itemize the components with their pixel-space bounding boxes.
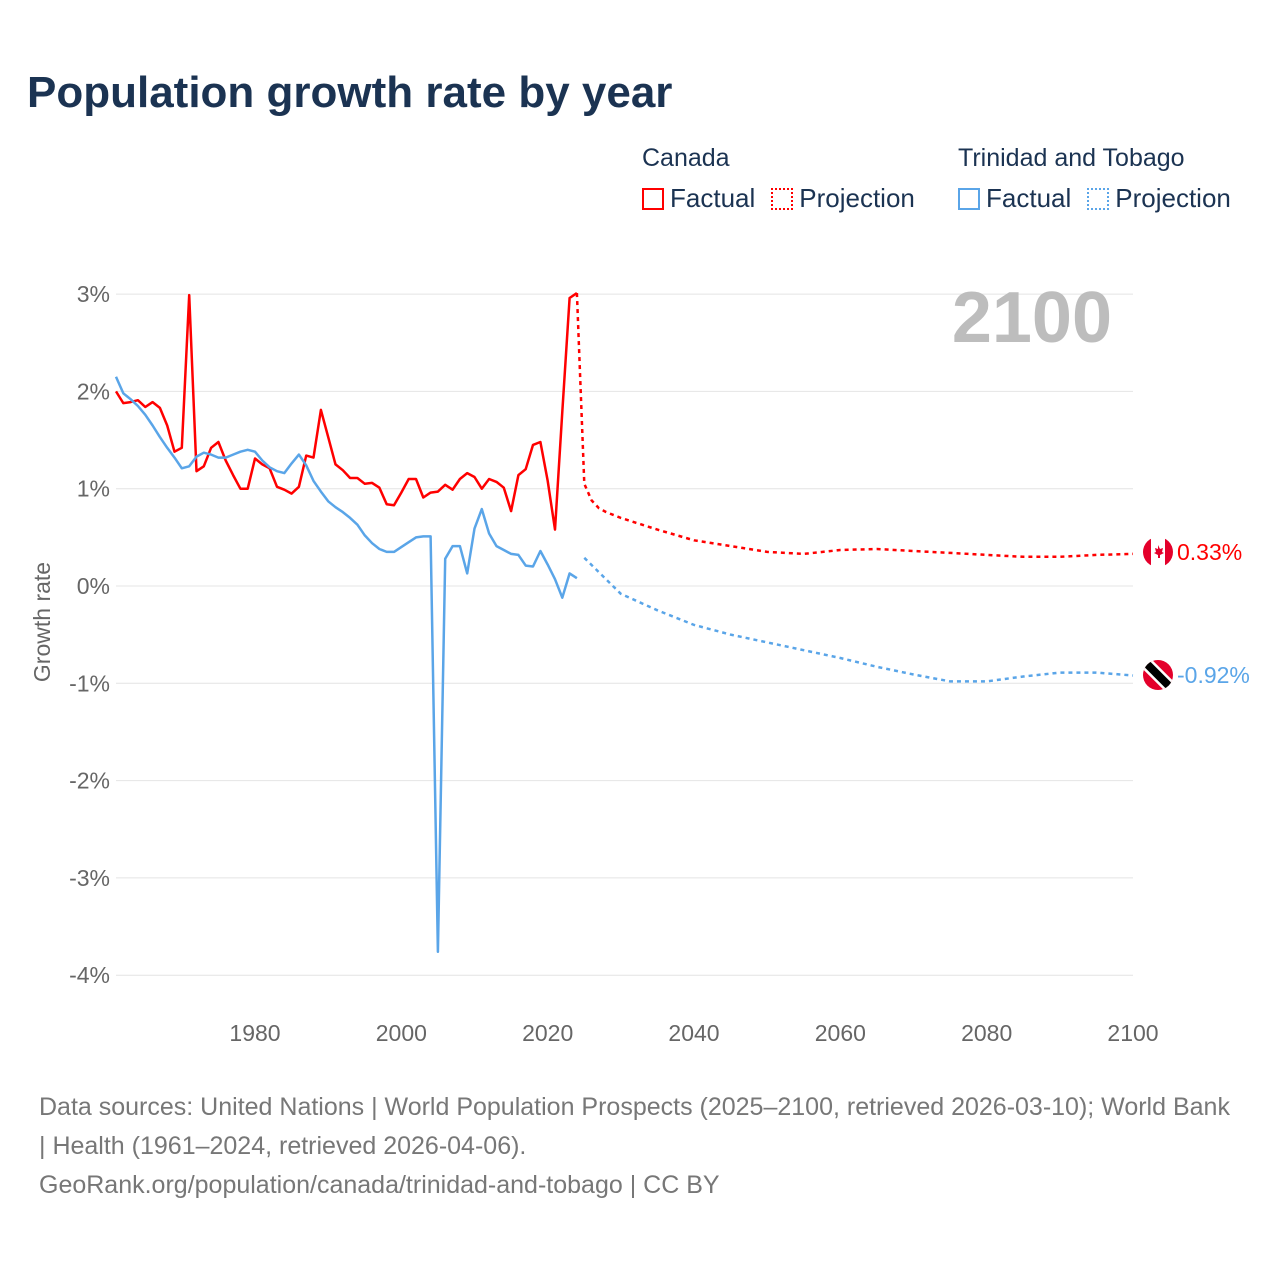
x-tick-label: 2100 — [1107, 1020, 1158, 1046]
y-tick-label: 3% — [77, 281, 110, 307]
legend-item-trinidad-factual[interactable]: Factual — [958, 183, 1071, 214]
legend-label: Factual — [986, 183, 1072, 213]
series-line-trinidad-and-tobago-projection — [583, 556, 1134, 683]
legend-label: Factual — [670, 183, 756, 213]
x-tick-label: 1980 — [229, 1020, 280, 1046]
legend-label: Projection — [799, 183, 915, 213]
end-label-canada: 0.33% — [1177, 539, 1242, 565]
source-link[interactable]: GeoRank.org/population/canada/trinidad-a… — [39, 1171, 720, 1199]
legend-trinidad: Trinidad and Tobago Factual Projection — [958, 144, 1231, 214]
grid — [116, 293, 1133, 976]
y-tick-label: -1% — [69, 670, 110, 696]
y-tick-label: -4% — [69, 962, 110, 988]
legend-swatch-dotted — [1087, 187, 1110, 210]
legend-title-canada: Canada — [642, 144, 730, 172]
y-tick-label: 0% — [77, 573, 110, 599]
x-axis: 1980 2000 2020 2040 2060 2080 2100 — [229, 1020, 1158, 1046]
x-tick-label: 2020 — [522, 1020, 573, 1046]
x-tick-label: 2080 — [961, 1020, 1012, 1046]
end-label-trinidad: -0.92% — [1177, 662, 1250, 688]
y-tick-label: -2% — [69, 768, 110, 794]
chart-title: Population growth rate by year — [27, 68, 673, 117]
y-axis-label: Growth rate — [29, 562, 55, 682]
series-line-trinidad-and-tobago-factual — [114, 376, 578, 954]
legend-item-canada-projection[interactable]: Projection — [771, 183, 915, 214]
legend-canada: Canada Factual Projection — [642, 144, 915, 214]
y-tick-label: -3% — [69, 865, 110, 891]
data-sources: Data sources: United Nations | World Pop… — [39, 1093, 1230, 1160]
series-lines — [114, 292, 1134, 954]
legend-item-trinidad-projection[interactable]: Projection — [1087, 183, 1231, 214]
legend-swatch-solid — [958, 187, 980, 210]
footer: Data sources: United Nations | World Pop… — [39, 1088, 1239, 1205]
legend-item-canada-factual[interactable]: Factual — [642, 183, 755, 214]
canada-flag-icon — [1143, 537, 1173, 567]
y-tick-label: 2% — [77, 378, 110, 404]
legend-title-trinidad: Trinidad and Tobago — [958, 144, 1185, 172]
x-tick-label: 2040 — [668, 1020, 719, 1046]
legend-label: Projection — [1115, 183, 1231, 213]
year-watermark: 2100 — [952, 278, 1112, 358]
x-tick-label: 2000 — [376, 1020, 427, 1046]
y-axis: 3% 2% 1% 0% -1% -2% -3% -4% — [69, 281, 110, 988]
legend-swatch-solid — [642, 187, 664, 210]
series-line-canada-factual — [114, 292, 578, 531]
end-markers: 0.33% -0.92% — [1143, 537, 1250, 690]
chart-area: 2100 3% 2% 1% 0% -1% -2% -3% -4% 1980 2000 2020 20… — [29, 278, 1250, 1046]
y-tick-label: 1% — [77, 476, 110, 502]
legend-swatch-dotted — [771, 187, 794, 210]
trinidad-flag-icon — [1143, 660, 1173, 690]
x-tick-label: 2060 — [815, 1020, 866, 1046]
